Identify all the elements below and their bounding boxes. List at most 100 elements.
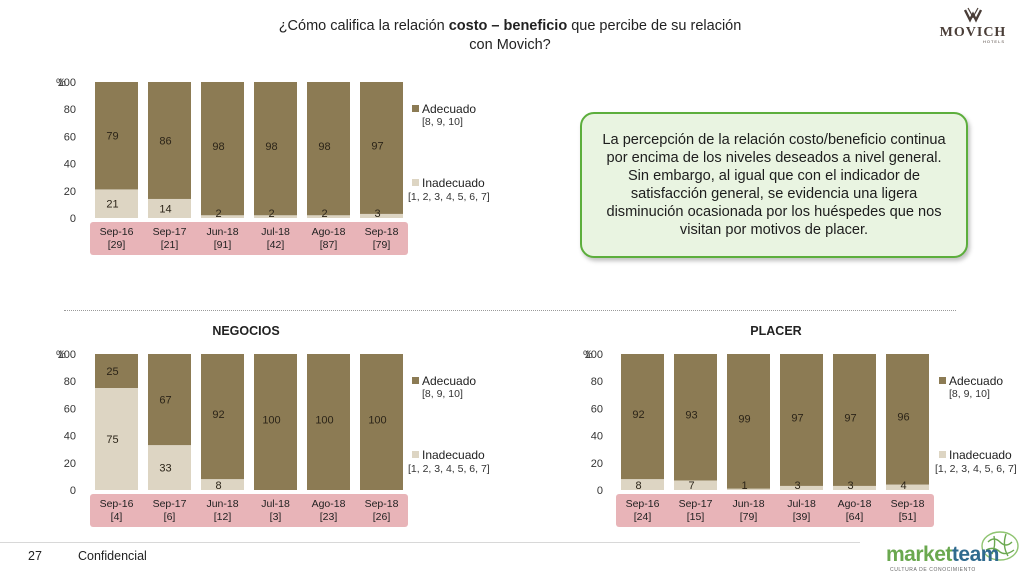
legend-swatch-adecuado bbox=[412, 105, 419, 112]
y-axis-unit: % bbox=[56, 349, 66, 361]
x-tick-base: [29] bbox=[108, 239, 126, 251]
x-tick-label: Sep-16 bbox=[100, 498, 134, 510]
data-label-adecuado: 97 bbox=[371, 140, 383, 152]
legend-sub-adecuado: [8, 9, 10] bbox=[949, 388, 990, 400]
bar-inadecuado bbox=[360, 213, 403, 218]
x-tick-label: Ago-18 bbox=[312, 498, 346, 510]
y-tick-label: 0 bbox=[70, 213, 76, 225]
x-tick-label: Sep-18 bbox=[891, 498, 925, 510]
category-axis-band bbox=[616, 494, 934, 527]
legend-sub-adecuado: [8, 9, 10] bbox=[422, 116, 463, 128]
data-label-inadecuado: 2 bbox=[215, 208, 221, 220]
data-label-adecuado: 25 bbox=[106, 366, 118, 378]
legend-label-adecuado: Adecuado bbox=[422, 102, 476, 116]
x-tick-base: [6] bbox=[164, 511, 176, 523]
x-tick-base: [87] bbox=[320, 239, 338, 251]
x-tick-label: Jun-18 bbox=[732, 498, 764, 510]
title-text-post: que percibe de su relación bbox=[567, 18, 742, 34]
marketteam-brand-text: marketteam bbox=[886, 543, 999, 566]
bar-inadecuado bbox=[148, 198, 191, 218]
bar-adecuado bbox=[254, 82, 297, 216]
x-tick-base: [91] bbox=[214, 239, 232, 251]
y-tick-label: 60 bbox=[64, 403, 76, 415]
x-tick-base: [4] bbox=[111, 511, 123, 523]
bar-adecuado bbox=[201, 354, 244, 480]
marketteam-brand-part2: team bbox=[952, 543, 999, 566]
y-tick-label: 40 bbox=[64, 159, 76, 171]
bar-inadecuado bbox=[95, 189, 138, 218]
x-tick-base: [64] bbox=[846, 511, 864, 523]
x-tick-label: Jul-18 bbox=[787, 498, 816, 510]
bar-inadecuado bbox=[674, 480, 717, 490]
marketteam-brand-sub: CULTURA DE CONOCIMIENTO bbox=[890, 567, 976, 573]
bar-inadecuado bbox=[201, 215, 244, 218]
bar-adecuado bbox=[833, 354, 876, 486]
bar-inadecuado bbox=[621, 479, 664, 490]
x-tick-base: [24] bbox=[634, 511, 652, 523]
x-tick-label: Jul-18 bbox=[261, 498, 290, 510]
bar-adecuado bbox=[674, 354, 717, 481]
data-label-inadecuado: 3 bbox=[374, 208, 380, 220]
x-tick-label: Jun-18 bbox=[206, 226, 238, 238]
insight-callout: La percepción de la relación costo/benef… bbox=[580, 112, 968, 258]
y-tick-label: 20 bbox=[64, 186, 76, 198]
x-tick-base: [23] bbox=[320, 511, 338, 523]
data-label-inadecuado: 75 bbox=[106, 434, 118, 446]
confidential-label: Confidencial bbox=[78, 549, 147, 563]
bar-adecuado bbox=[201, 82, 244, 216]
legend-label-inadecuado: Inadecuado bbox=[422, 176, 485, 190]
page-title-line1: ¿Cómo califica la relación costo – benef… bbox=[220, 17, 800, 36]
y-tick-label: 20 bbox=[64, 458, 76, 470]
data-label-inadecuado: 14 bbox=[159, 203, 171, 215]
bar-adecuado bbox=[360, 354, 403, 490]
legend-swatch-inadecuado bbox=[939, 451, 946, 458]
legend-label-inadecuado: Inadecuado bbox=[422, 448, 485, 462]
legend-label-adecuado: Adecuado bbox=[422, 374, 476, 388]
data-label-adecuado: 79 bbox=[106, 131, 118, 143]
bar-adecuado bbox=[780, 354, 823, 486]
footer-divider bbox=[0, 542, 860, 543]
legend-label-inadecuado: Inadecuado bbox=[949, 448, 1012, 462]
x-tick-base: [12] bbox=[214, 511, 232, 523]
category-axis-band bbox=[90, 222, 408, 255]
data-label-adecuado: 97 bbox=[791, 412, 803, 424]
legend-swatch-inadecuado bbox=[412, 179, 419, 186]
bar-inadecuado bbox=[886, 484, 929, 490]
bar-adecuado bbox=[621, 354, 664, 480]
movich-brand-text: MOVICH bbox=[940, 25, 1007, 40]
bar-adecuado bbox=[148, 354, 191, 446]
data-label-inadecuado: 2 bbox=[268, 208, 274, 220]
data-label-inadecuado: 7 bbox=[688, 480, 694, 492]
data-label-adecuado: 93 bbox=[685, 410, 697, 422]
data-label-inadecuado: 8 bbox=[635, 480, 641, 492]
y-tick-label: 100 bbox=[585, 349, 603, 361]
insight-callout-text: La percepción de la relación costo/benef… bbox=[602, 132, 946, 238]
data-label-inadecuado: 33 bbox=[159, 463, 171, 475]
bar-adecuado bbox=[148, 82, 191, 199]
x-tick-label: Sep-17 bbox=[153, 226, 187, 238]
y-tick-label: 80 bbox=[64, 376, 76, 388]
section-separator bbox=[64, 310, 956, 311]
x-tick-base: [39] bbox=[793, 511, 811, 523]
x-tick-base: [51] bbox=[899, 511, 917, 523]
page-title: ¿Cómo califica la relación costo – benef… bbox=[220, 17, 800, 55]
x-tick-label: Sep-18 bbox=[365, 498, 399, 510]
data-label-inadecuado: 8 bbox=[215, 480, 221, 492]
data-label-adecuado: 92 bbox=[212, 409, 224, 421]
category-axis-band bbox=[90, 494, 408, 527]
bar-inadecuado bbox=[148, 445, 191, 490]
bar-inadecuado bbox=[780, 485, 823, 490]
marketteam-brand-part1: market bbox=[886, 543, 952, 566]
chart-placer-title: PLACER bbox=[750, 324, 802, 338]
y-tick-label: 20 bbox=[591, 458, 603, 470]
bar-adecuado bbox=[307, 354, 350, 490]
data-label-adecuado: 99 bbox=[738, 414, 750, 426]
y-tick-label: 60 bbox=[591, 403, 603, 415]
y-axis-unit: % bbox=[56, 77, 66, 89]
y-tick-label: 0 bbox=[70, 485, 76, 497]
data-label-adecuado: 98 bbox=[265, 141, 277, 153]
x-tick-label: Sep-17 bbox=[679, 498, 713, 510]
bar-adecuado bbox=[886, 354, 929, 485]
